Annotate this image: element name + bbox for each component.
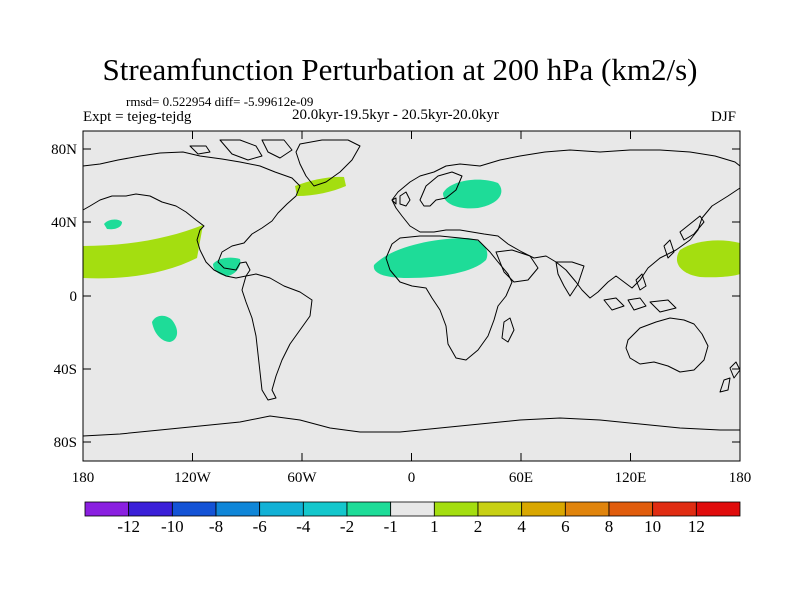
colorbar-swatch <box>215 501 261 517</box>
colorbar-swatch <box>302 501 348 517</box>
lon-tick-label: 120W <box>174 470 212 486</box>
coast-madagascar <box>501 317 515 343</box>
coast-se-asia-islands <box>603 239 677 313</box>
colorbar-swatch <box>477 501 523 517</box>
colorbar-label: -8 <box>209 517 223 536</box>
season-label: DJF <box>711 109 737 125</box>
colorbar-label: 4 <box>517 517 526 536</box>
colorbar-label: 6 <box>561 517 570 536</box>
colorbar-swatch <box>390 501 435 517</box>
coast-greenland <box>295 139 361 187</box>
coast-india <box>555 261 585 297</box>
anomaly-north-pacific <box>83 225 203 279</box>
period-label: 20.0kyr-19.5kyr - 20.5kyr-20.0kyr <box>292 107 499 123</box>
coast-scandinavia <box>419 171 463 207</box>
lon-tick-label: 60W <box>287 470 317 486</box>
lat-tick-label: 40S <box>54 362 77 378</box>
colorbar-swatch <box>521 501 566 517</box>
colorbar-swatch <box>433 501 479 517</box>
coast-north-america <box>82 151 301 279</box>
colorbar-label: 8 <box>605 517 614 536</box>
anomaly-north-africa <box>373 238 488 278</box>
latitude-axis: 80N 40N 0 40S 80S <box>51 142 740 451</box>
map-plot-area <box>83 131 740 461</box>
coast-arabia <box>495 249 539 283</box>
lat-tick-label: 0 <box>70 289 78 305</box>
colorbar-labels: -12 -10 -8 -6 -4 -2 -1 1 2 4 6 8 10 12 <box>117 517 705 536</box>
coast-eurasia <box>391 149 741 299</box>
anomaly-central-america <box>213 257 241 276</box>
colorbar-label: -12 <box>117 517 140 536</box>
anomaly-northeast-pacific <box>104 219 122 230</box>
colorbar <box>84 501 741 517</box>
anomaly-west-pacific <box>676 240 740 278</box>
experiment-label: Expt = tejeg-tejdg <box>83 109 192 125</box>
colorbar-label: -1 <box>384 517 398 536</box>
colorbar-swatch <box>564 501 610 517</box>
colorbar-label: 2 <box>474 517 483 536</box>
colorbar-label: -2 <box>340 517 354 536</box>
rmsd-stats: rmsd= 0.522954 diff= -5.99612e-09 <box>126 94 314 109</box>
colorbar-swatch <box>608 501 654 517</box>
lat-tick-label: 40N <box>51 215 77 231</box>
anomaly-labrador-sea <box>295 176 346 196</box>
colorbar-swatch <box>259 501 304 517</box>
colorbar-label: 12 <box>688 517 705 536</box>
coast-canadian-archipelago <box>189 139 293 161</box>
coast-south-america <box>241 273 313 401</box>
lat-tick-label: 80N <box>51 142 77 158</box>
colorbar-swatch <box>128 501 173 517</box>
colorbar-label: -10 <box>161 517 184 536</box>
coast-british-isles <box>391 191 411 207</box>
colorbar-label: 10 <box>644 517 661 536</box>
longitude-axis: 180 120W 60W 0 60E 120E 180 <box>72 131 752 486</box>
coast-africa <box>385 235 513 361</box>
coast-australia <box>625 317 709 373</box>
lon-tick-label: 0 <box>408 470 416 486</box>
lat-tick-label: 80S <box>54 435 77 451</box>
colorbar-label: -4 <box>296 517 311 536</box>
lon-tick-label: 180 <box>72 470 95 486</box>
coast-japan <box>679 215 705 241</box>
coast-antarctica <box>82 415 740 437</box>
colorbar-swatch <box>652 501 697 517</box>
coastlines <box>82 139 741 437</box>
colorbar-swatch <box>346 501 392 517</box>
lon-tick-label: 120E <box>615 470 647 486</box>
colorbar-swatch <box>171 501 217 517</box>
lon-tick-label: 60E <box>509 470 533 486</box>
colorbar-swatch <box>695 501 741 517</box>
map-title: Streamfunction Perturbation at 200 hPa (… <box>102 52 698 87</box>
colorbar-label: -6 <box>253 517 267 536</box>
colorbar-label: 1 <box>430 517 439 536</box>
lon-tick-label: 180 <box>729 470 752 486</box>
anomaly-south-pacific <box>152 315 178 342</box>
colorbar-swatch <box>84 501 130 517</box>
